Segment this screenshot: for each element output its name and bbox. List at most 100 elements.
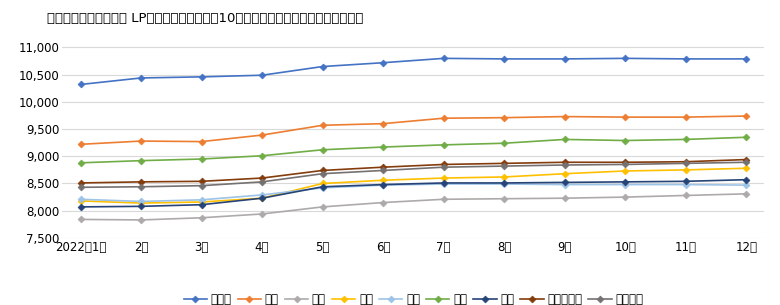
中国: [439, 143, 448, 147]
中部: [136, 201, 146, 205]
近畿: [499, 182, 509, 186]
東北: [560, 115, 569, 118]
全国平均: [378, 169, 388, 172]
全国平均: [136, 185, 146, 188]
中国: [197, 157, 206, 161]
近畿: [681, 183, 690, 186]
北海道: [621, 56, 630, 60]
四国: [318, 185, 328, 188]
北海道: [560, 57, 569, 61]
関東: [197, 216, 206, 220]
関東: [378, 201, 388, 204]
全国平均: [621, 163, 630, 166]
四国: [742, 178, 751, 181]
全国平均: [439, 165, 448, 169]
全国平均: [257, 180, 267, 184]
Line: 四国: 四国: [78, 177, 749, 209]
中部: [681, 168, 690, 172]
近畿: [197, 198, 206, 202]
九州・沖縄: [439, 163, 448, 166]
北海道: [136, 76, 146, 80]
九州・沖縄: [560, 160, 569, 164]
Line: 近畿: 近畿: [78, 181, 749, 204]
近畿: [136, 199, 146, 203]
近畿: [76, 197, 85, 201]
関東: [742, 192, 751, 196]
全国平均: [560, 163, 569, 167]
全国平均: [681, 162, 690, 165]
近畿: [318, 186, 328, 190]
九州・沖縄: [742, 158, 751, 161]
九州・沖縄: [499, 162, 509, 165]
東北: [499, 116, 509, 120]
北海道: [318, 65, 328, 68]
関東: [257, 212, 267, 216]
Legend: 北海道, 東北, 関東, 中部, 近畿, 中国, 四国, 九州・沖縄, 全国平均: 北海道, 東北, 関東, 中部, 近畿, 中国, 四国, 九州・沖縄, 全国平均: [179, 288, 648, 305]
九州・沖縄: [318, 169, 328, 172]
全国平均: [76, 185, 85, 189]
中部: [378, 178, 388, 182]
近畿: [621, 183, 630, 186]
北海道: [742, 57, 751, 61]
北海道: [378, 61, 388, 65]
中国: [257, 154, 267, 158]
北海道: [439, 56, 448, 60]
四国: [257, 196, 267, 200]
中部: [318, 182, 328, 185]
四国: [560, 181, 569, 184]
Line: 関東: 関東: [78, 192, 749, 222]
東北: [197, 140, 206, 143]
全国平均: [742, 160, 751, 164]
四国: [378, 183, 388, 186]
東北: [257, 133, 267, 137]
全国平均: [318, 172, 328, 176]
東北: [621, 115, 630, 119]
九州・沖縄: [378, 165, 388, 169]
中国: [76, 161, 85, 165]
四国: [76, 205, 85, 209]
中部: [742, 167, 751, 170]
九州・沖縄: [621, 160, 630, 164]
全国平均: [197, 184, 206, 188]
東北: [742, 114, 751, 118]
北海道: [499, 57, 509, 61]
東北: [378, 122, 388, 125]
Line: 中部: 中部: [78, 166, 749, 206]
東北: [681, 115, 690, 119]
四国: [136, 205, 146, 208]
東北: [439, 117, 448, 120]
近畿: [560, 183, 569, 186]
近畿: [257, 193, 267, 197]
中国: [560, 138, 569, 141]
北海道: [76, 83, 85, 86]
四国: [197, 203, 206, 206]
中部: [439, 176, 448, 180]
中国: [318, 148, 328, 152]
Line: 東北: 東北: [78, 113, 749, 147]
近畿: [439, 182, 448, 186]
中部: [76, 199, 85, 203]
全国平均: [499, 164, 509, 168]
四国: [681, 179, 690, 183]
九州・沖縄: [76, 181, 85, 185]
九州・沖縄: [257, 176, 267, 180]
北海道: [257, 74, 267, 77]
東北: [76, 142, 85, 146]
九州・沖縄: [681, 160, 690, 163]
中部: [499, 175, 509, 179]
中国: [499, 142, 509, 145]
北海道: [197, 75, 206, 79]
近畿: [742, 183, 751, 187]
関東: [136, 218, 146, 222]
関東: [318, 205, 328, 209]
関東: [499, 197, 509, 201]
Line: 北海道: 北海道: [78, 56, 749, 87]
中国: [742, 135, 751, 139]
中部: [621, 169, 630, 173]
四国: [499, 181, 509, 185]
Line: 九州・沖縄: 九州・沖縄: [78, 157, 749, 185]
中国: [378, 145, 388, 149]
関東: [76, 217, 85, 221]
関東: [621, 195, 630, 199]
中国: [136, 159, 146, 163]
